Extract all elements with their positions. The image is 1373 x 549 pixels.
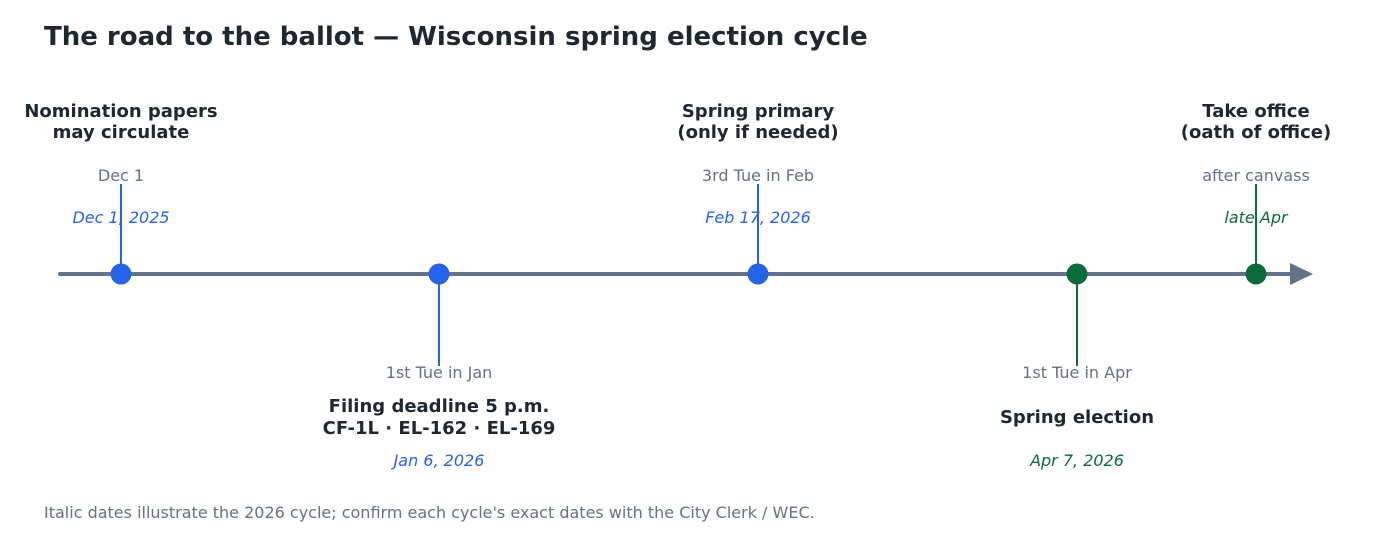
milestone-dot bbox=[110, 263, 132, 285]
milestone-label: Spring election bbox=[1000, 407, 1154, 428]
milestone-date: Jan 6, 2026 bbox=[391, 451, 485, 470]
milestone-label: CF-1L · EL-162 · EL-169 bbox=[323, 418, 556, 439]
milestone-dot bbox=[747, 263, 769, 285]
milestone-rule: 1st Tue in Jan bbox=[386, 363, 493, 382]
milestone-date: Apr 7, 2026 bbox=[1029, 451, 1124, 470]
milestone-rule: after canvass bbox=[1202, 166, 1310, 185]
milestone-rule: 3rd Tue in Feb bbox=[702, 166, 814, 185]
milestone-dot bbox=[1245, 263, 1267, 285]
timeline-arrowhead bbox=[1290, 263, 1313, 285]
milestone-label: Take office bbox=[1202, 101, 1309, 122]
milestone-date: Feb 17, 2026 bbox=[705, 208, 811, 227]
diagram-title: The road to the ballot — Wisconsin sprin… bbox=[44, 22, 868, 52]
milestone-label: may circulate bbox=[53, 122, 190, 143]
milestone-dot bbox=[1066, 263, 1088, 285]
milestone-rule: 1st Tue in Apr bbox=[1022, 363, 1132, 382]
milestone-dot bbox=[428, 263, 450, 285]
milestone-label: Spring primary bbox=[682, 101, 835, 122]
milestone-label: Nomination papers bbox=[24, 101, 217, 122]
milestone-label: (oath of office) bbox=[1181, 122, 1331, 143]
milestone-date: late Apr bbox=[1224, 208, 1289, 227]
milestone-date: Dec 1, 2025 bbox=[72, 208, 169, 227]
milestone-label: (only if needed) bbox=[677, 122, 838, 143]
milestone-rule: Dec 1 bbox=[98, 166, 144, 185]
footnote: Italic dates illustrate the 2026 cycle; … bbox=[44, 503, 815, 522]
milestone-label: Filing deadline 5 p.m. bbox=[329, 396, 550, 417]
